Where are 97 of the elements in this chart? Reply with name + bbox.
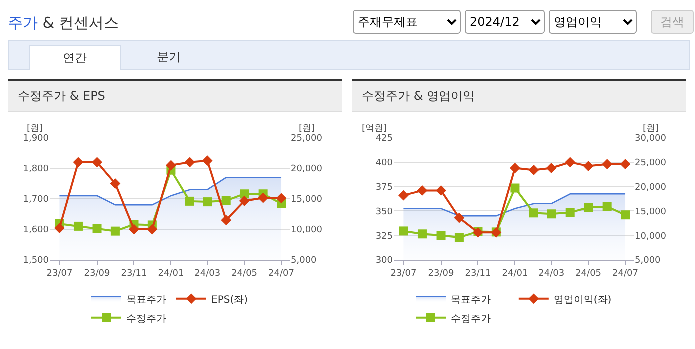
point [436, 231, 446, 240]
text: 분기 [156, 49, 182, 66]
y2-tick-label: 10,000 [635, 232, 667, 242]
dropdown-select: 2024/12 [465, 10, 545, 34]
legend-label: 목표주가 [451, 294, 491, 306]
point [258, 192, 269, 204]
legend-label: 수정주가 [451, 314, 491, 325]
point [510, 184, 520, 193]
y-tick-label: 325 [376, 232, 393, 242]
point [276, 193, 287, 204]
x-tick-label: 24/07 [612, 268, 638, 279]
point [583, 161, 594, 172]
point [418, 230, 427, 239]
y-tick-label: 350 [376, 207, 394, 218]
point [602, 202, 612, 212]
legend-label: EPS(좌) [212, 294, 248, 306]
point [92, 224, 102, 234]
x-tick-label: 23/07 [46, 268, 73, 279]
point [203, 198, 212, 207]
y2-tick-label: 5,000 [635, 256, 662, 266]
y2-axis-title: [원] [643, 124, 660, 134]
x-tick-label: 23/07 [390, 268, 417, 279]
point [530, 208, 538, 218]
point [129, 224, 140, 235]
y-tick-label: 1,600 [23, 226, 50, 236]
point [92, 157, 102, 168]
dropdown-select: 영업이익 [549, 10, 637, 34]
point [602, 159, 613, 170]
x-tick-label: 23/09 [428, 268, 455, 279]
point [186, 196, 194, 206]
y2-tick-label: 15,000 [291, 195, 323, 206]
legend-label: 수정주가 [126, 314, 166, 325]
y-tick-label: 375 [376, 182, 393, 193]
x-tick-label: 23/11 [121, 268, 148, 279]
y2-axis-title: [원] [299, 124, 316, 134]
x-tick-label: 23/09 [84, 268, 111, 279]
point [147, 224, 158, 235]
y-tick-label: 300 [376, 256, 394, 266]
point [565, 157, 576, 168]
point [510, 163, 520, 174]
x-tick-label: 24/05 [576, 268, 602, 279]
point [436, 186, 446, 196]
point [528, 165, 540, 176]
y-tick-label: 1,900 [23, 134, 50, 144]
point [546, 163, 557, 174]
y-tick-label: 1,800 [23, 164, 50, 175]
y2-tick-label: 30,000 [635, 134, 667, 144]
point [584, 203, 594, 212]
point [73, 157, 84, 168]
point [166, 160, 176, 171]
y2-tick-label: 5,000 [291, 256, 318, 266]
point [240, 190, 250, 199]
y2-tick-label: 20,000 [635, 182, 667, 193]
point [110, 178, 121, 189]
x-tick-label: 24/07 [268, 268, 294, 279]
y-tick-label: 400 [376, 158, 394, 169]
point [54, 223, 65, 234]
point [566, 208, 575, 218]
point [399, 226, 408, 236]
y-axis-title: [억원] [362, 124, 388, 134]
y-tick-label: 1,500 [23, 256, 50, 266]
text: 연간 [29, 45, 121, 70]
legend-label: 목표주가 [126, 294, 166, 306]
x-tick-label: 24/01 [158, 268, 184, 279]
point [222, 196, 231, 206]
y2-tick-label: 25,000 [635, 158, 667, 169]
x-tick-label: 24/03 [538, 268, 565, 279]
y2-tick-label: 15,000 [635, 207, 667, 218]
y2-tick-label: 25,000 [291, 134, 323, 144]
point [621, 210, 630, 220]
x-tick-label: 24/03 [194, 268, 221, 279]
point [547, 210, 556, 219]
chart-title: 수정주가 & EPS [8, 81, 342, 112]
point [454, 212, 465, 224]
y2-tick-label: 20,000 [291, 164, 323, 175]
point [110, 226, 120, 236]
point [184, 157, 196, 168]
y-tick-label: 1,700 [23, 195, 50, 206]
text: 주가 & 컨센서스 [8, 14, 120, 32]
y2-tick-label: 10,000 [291, 226, 323, 236]
point [454, 233, 464, 242]
legend-label: 영업이익(좌) [554, 294, 612, 306]
point [239, 196, 250, 206]
dropdown-select: 주재무제표 [353, 10, 461, 34]
point [221, 215, 232, 226]
y-tick-label: 425 [376, 134, 393, 144]
point [202, 156, 213, 166]
x-tick-label: 23/11 [465, 268, 492, 279]
text: 검색 [651, 10, 694, 34]
x-tick-label: 24/01 [502, 268, 528, 279]
point [417, 186, 428, 196]
y-axis-title: [원] [27, 124, 44, 134]
chart-title: 수정주가 & 영업이익 [352, 81, 686, 112]
point [74, 222, 83, 231]
x-tick-label: 24/05 [232, 268, 258, 279]
point [398, 190, 409, 201]
point [620, 159, 631, 170]
